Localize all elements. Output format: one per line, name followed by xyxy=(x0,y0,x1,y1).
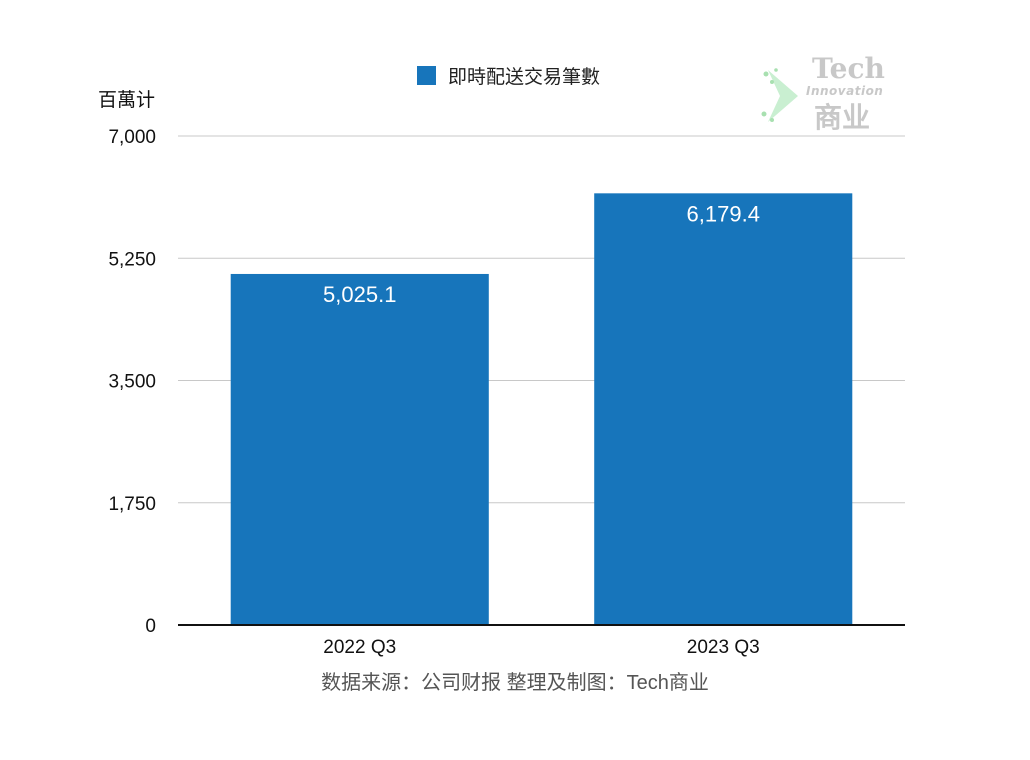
x-tick-label: 2022 Q3 xyxy=(323,637,396,658)
chevron-arrow-icon xyxy=(761,68,798,122)
y-tick-label: 5,250 xyxy=(108,249,156,270)
legend: 即時配送交易筆數 xyxy=(417,62,600,89)
watermark-innovation: Innovation xyxy=(806,84,884,98)
bar-value-label: 5,025.1 xyxy=(323,282,396,307)
watermark-logo: Tech Innovation 商业 xyxy=(760,52,900,134)
source-note: 数据来源：公司财报 整理及制图：Tech商业 xyxy=(321,672,709,694)
bar-value-label: 6,179.4 xyxy=(687,201,760,226)
x-tick-label: 2023 Q3 xyxy=(687,637,760,658)
legend-label: 即時配送交易筆數 xyxy=(448,67,601,88)
bar xyxy=(594,193,853,625)
tick-layer: 0 1,750 3,500 5,250 7,000 2022 Q3 2023 Q3 xyxy=(108,127,759,658)
y-tick-label: 7,000 xyxy=(108,127,156,148)
legend-swatch xyxy=(417,66,436,85)
y-tick-label: 1,750 xyxy=(108,494,156,515)
y-tick-label: 0 xyxy=(145,616,156,637)
y-tick-label: 3,500 xyxy=(108,372,156,393)
watermark-chinese: 商业 xyxy=(814,101,871,134)
watermark-tech: Tech xyxy=(812,52,885,85)
bar-layer: 5,025.1 6,179.4 xyxy=(230,193,853,625)
y-axis-unit-label: 百萬计 xyxy=(98,90,156,111)
bar xyxy=(230,273,489,625)
